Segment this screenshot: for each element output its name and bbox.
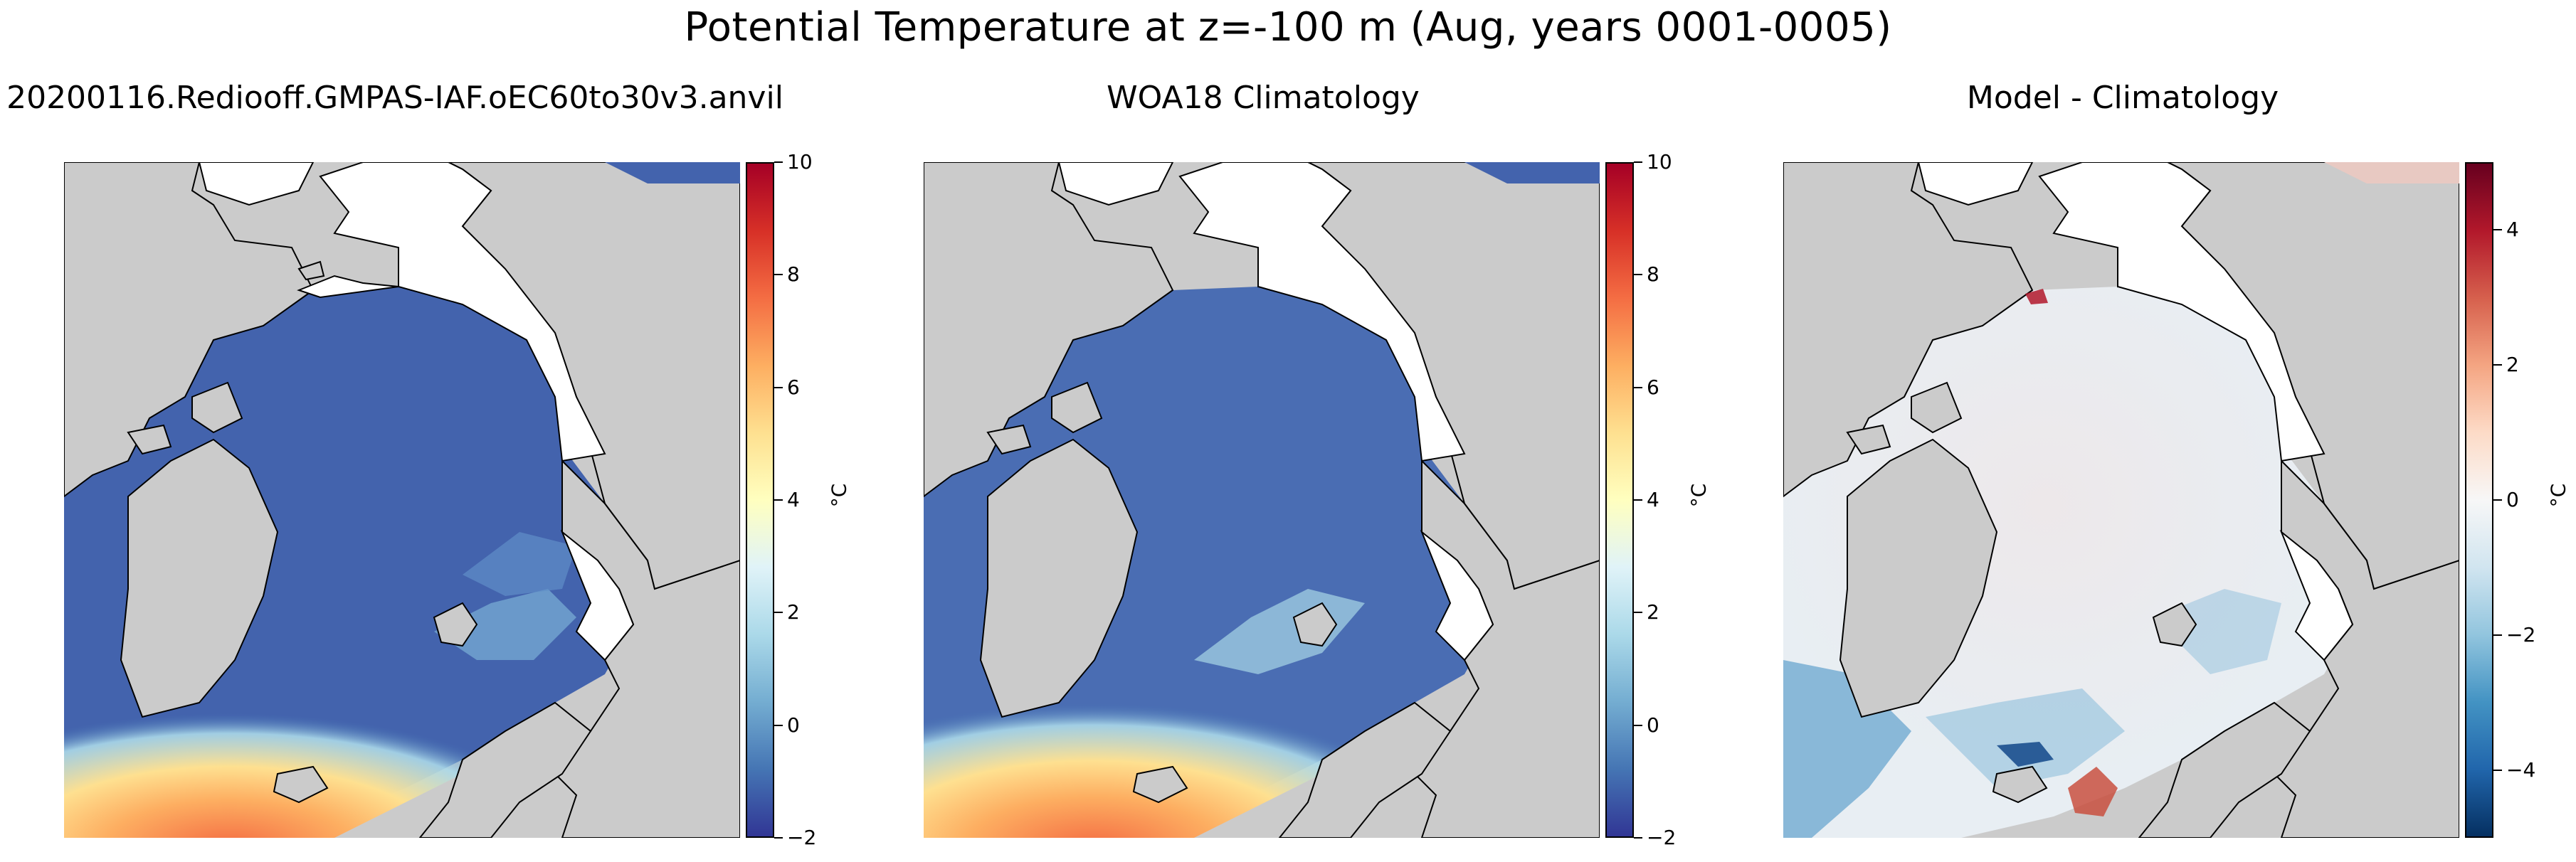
cold-anomaly xyxy=(1997,742,2054,767)
warm-anomaly xyxy=(2068,767,2118,816)
iceland xyxy=(1992,765,2048,804)
pacific-patch xyxy=(605,162,740,183)
colorbar-tick-label: −4 xyxy=(2506,758,2536,782)
colorbar-tick-label: 4 xyxy=(1647,488,1659,511)
greenland xyxy=(120,438,279,718)
map-climatology xyxy=(924,162,1600,838)
pacific-patch xyxy=(2324,162,2459,183)
colorbar-model-unit: °C xyxy=(827,483,851,508)
colorbar-difference xyxy=(2465,162,2493,838)
north-america xyxy=(924,162,1174,498)
greenland xyxy=(1839,438,1998,718)
scandinavia xyxy=(2138,701,2311,838)
masked-kara xyxy=(2279,529,2354,661)
island-canada xyxy=(1911,381,1963,434)
figure-title: Potential Temperature at z=-100 m (Aug, … xyxy=(684,4,1892,50)
colorbar-tick-label: 4 xyxy=(2506,218,2519,241)
pacific-patch xyxy=(1464,162,1600,183)
island-canada2 xyxy=(127,424,172,455)
colorbar-tick-label: 10 xyxy=(787,150,813,174)
colorbar-tick-label: 0 xyxy=(2506,488,2519,511)
colorbar-tick-label: 0 xyxy=(1647,713,1659,737)
masked-kara xyxy=(1420,529,1494,661)
colorbar-tick-label: −2 xyxy=(787,826,817,849)
white-bering xyxy=(1917,162,2034,206)
masked-laptev xyxy=(2038,162,2326,462)
colorbar-tick-label: 8 xyxy=(1647,262,1659,287)
colorbar-tick-label: 4 xyxy=(787,488,800,511)
map-difference xyxy=(1783,162,2459,838)
north-america xyxy=(1783,162,2034,498)
svalbard xyxy=(2152,602,2197,647)
colorbar-tick-mark xyxy=(774,499,783,501)
colorbar-tick-mark xyxy=(2493,364,2502,366)
colorbar-model xyxy=(746,162,774,838)
colorbar-tick-mark xyxy=(774,386,783,388)
north-america xyxy=(64,162,315,498)
colorbar-tick-mark xyxy=(774,161,783,163)
colorbar-tick-label: 6 xyxy=(1647,375,1659,399)
white-bering xyxy=(198,162,315,206)
warm-spot-north xyxy=(2025,289,2048,304)
iceland xyxy=(1132,765,1188,804)
colorbar-tick-label: 0 xyxy=(787,713,800,737)
island-canada xyxy=(1051,381,1103,434)
masked-laptev xyxy=(1178,162,1466,462)
panel-title-climatology: WOA18 Climatology xyxy=(1107,80,1420,116)
panel-title-difference: Model - Climatology xyxy=(1966,80,2279,116)
map-model xyxy=(64,162,740,838)
atlantic-cool2 xyxy=(1926,688,2125,788)
colorbar-tick-mark xyxy=(1634,386,1642,388)
colorbar-tick-mark xyxy=(1634,612,1642,614)
colorbar-tick-mark xyxy=(774,837,783,839)
colorbar-tick-mark xyxy=(1634,724,1642,726)
white-bering xyxy=(1057,162,1174,206)
colorbar-tick-mark xyxy=(774,724,783,726)
colorbar-tick-mark xyxy=(2493,634,2502,636)
greenland xyxy=(979,438,1139,718)
colorbar-tick-label: 8 xyxy=(787,262,800,287)
colorbar-tick-mark xyxy=(2493,770,2502,771)
scandinavia xyxy=(1278,701,1452,838)
colorbar-tick-label: 2 xyxy=(2506,353,2519,376)
colorbar-tick-mark xyxy=(2493,499,2502,501)
iceland xyxy=(273,765,329,804)
colorbar-climatology xyxy=(1605,162,1634,838)
svalbard xyxy=(433,602,478,647)
island-small xyxy=(297,260,325,281)
colorbar-tick-label: −2 xyxy=(1647,826,1677,849)
colorbar-tick-mark xyxy=(2493,229,2502,230)
masked-arch xyxy=(297,275,399,299)
scandinavia xyxy=(418,701,592,838)
masked-kara xyxy=(560,529,635,661)
colorbar-tick-mark xyxy=(1634,499,1642,501)
masked-laptev xyxy=(319,162,606,462)
colorbar-tick-label: 6 xyxy=(787,375,800,399)
colorbar-difference-unit: °C xyxy=(2546,483,2570,508)
colorbar-tick-mark xyxy=(1634,274,1642,276)
colorbar-tick-label: 10 xyxy=(1647,150,1672,174)
svalbard xyxy=(1292,602,1338,647)
panel-title-model: 20200116.Rediooff.GMPAS-IAF.oEC60to30v3.… xyxy=(6,80,783,116)
colorbar-climatology-unit: °C xyxy=(1686,483,1711,508)
colorbar-tick-mark xyxy=(774,274,783,276)
colorbar-tick-label: 2 xyxy=(1647,600,1659,624)
island-canada2 xyxy=(986,424,1032,455)
colorbar-tick-label: −2 xyxy=(2506,623,2536,646)
kara-patch xyxy=(463,532,576,596)
island-canada xyxy=(191,381,243,434)
island-canada2 xyxy=(1846,424,1891,455)
colorbar-tick-label: 2 xyxy=(787,600,800,624)
colorbar-tick-mark xyxy=(1634,837,1642,839)
colorbar-tick-mark xyxy=(774,612,783,614)
barents-cool xyxy=(434,589,576,660)
colorbar-tick-mark xyxy=(1634,161,1642,163)
